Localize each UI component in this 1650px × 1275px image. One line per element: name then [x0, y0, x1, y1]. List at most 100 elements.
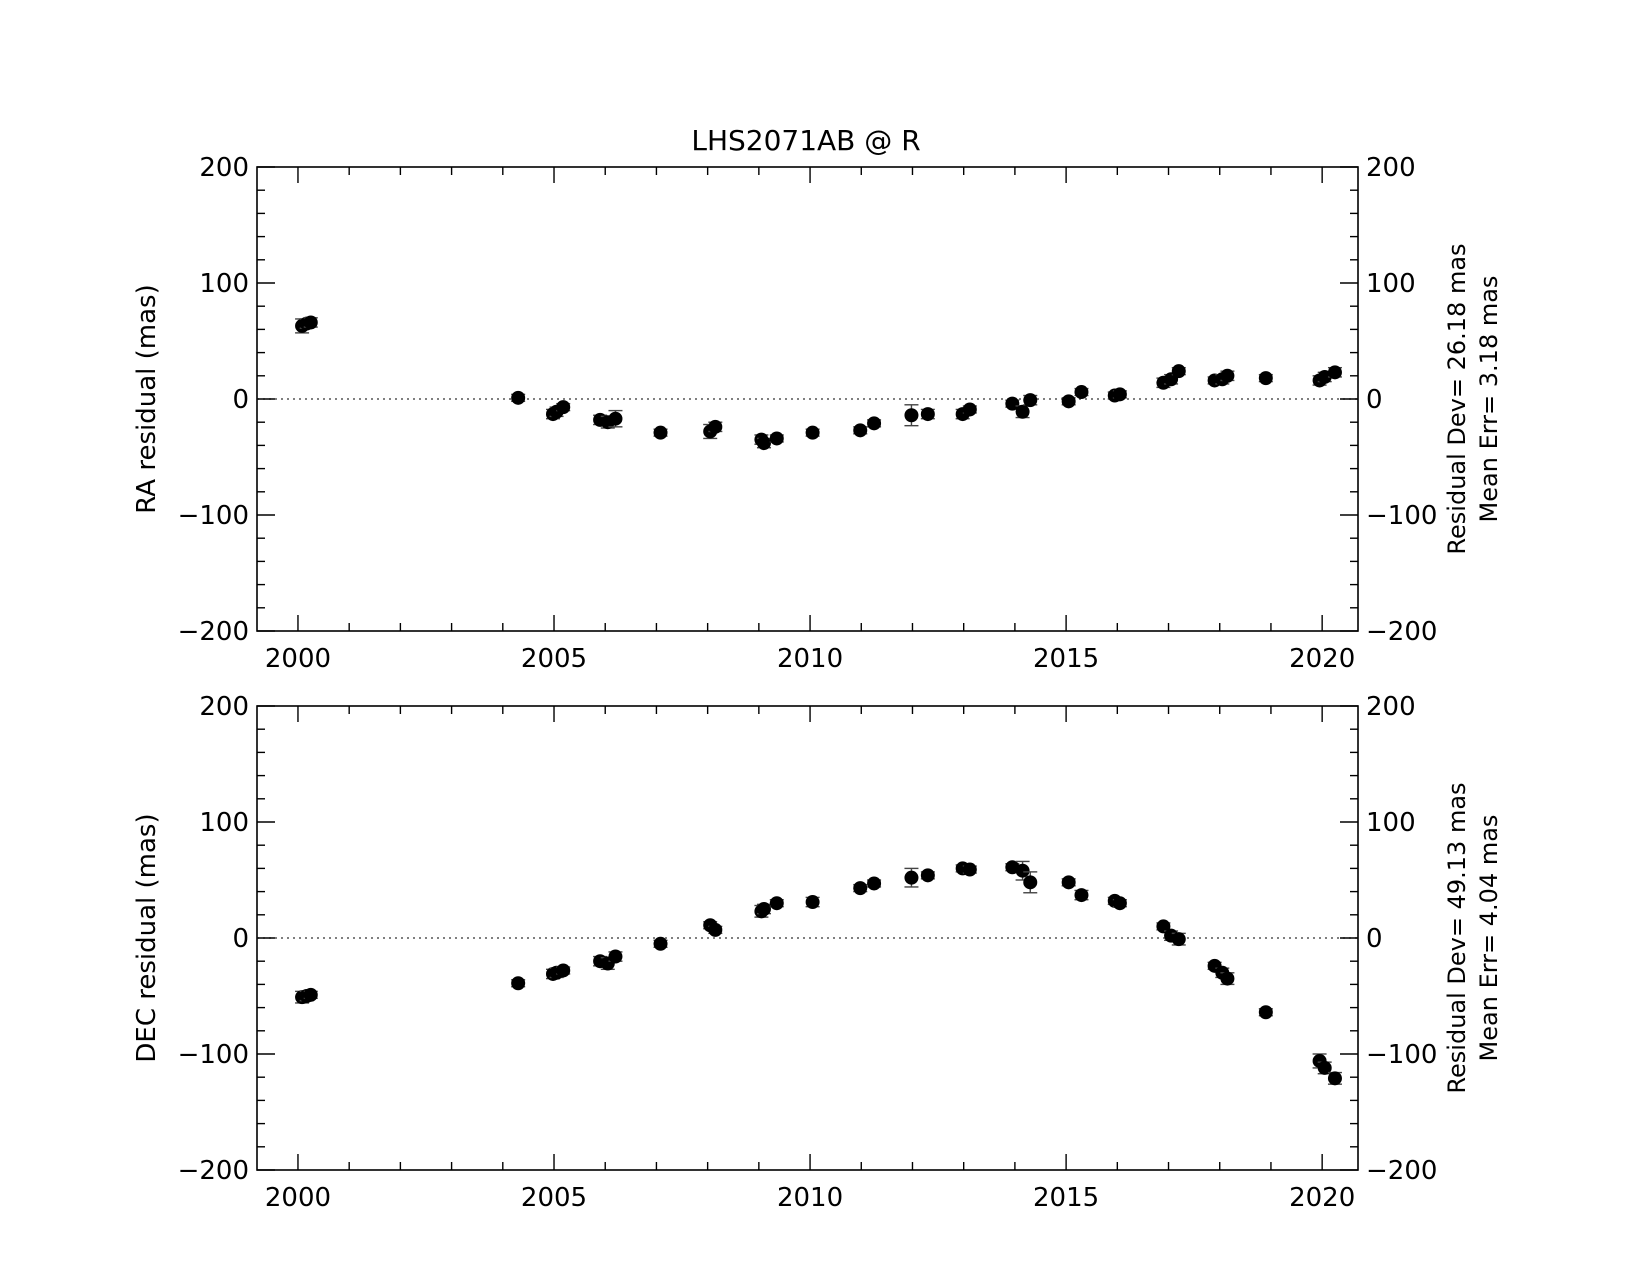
y-tick-label-left: −200 — [178, 617, 249, 647]
data-marker — [920, 407, 935, 422]
x-tick-label: 2020 — [1289, 644, 1355, 674]
data-point — [1023, 393, 1038, 408]
data-point — [1015, 860, 1030, 881]
data-marker — [511, 390, 526, 405]
data-point — [769, 896, 784, 911]
residual-stats: Residual Dev= 26.18 mas Mean Err= 3.18 ma… — [1443, 243, 1503, 554]
data-marker — [1015, 404, 1030, 419]
data-marker — [756, 902, 771, 916]
data-point — [1061, 394, 1076, 409]
x-tick-label: 2000 — [265, 1183, 331, 1213]
x-tick-label: 2005 — [521, 1183, 587, 1213]
y-tick-label-left: −100 — [178, 501, 249, 531]
stats-line: Mean Err= 4.04 mas — [1475, 815, 1503, 1062]
data-marker — [556, 400, 571, 415]
data-marker — [1005, 396, 1020, 411]
data-marker — [511, 976, 526, 991]
data-marker — [653, 425, 668, 440]
data-point — [303, 987, 318, 1002]
data-marker — [653, 936, 668, 951]
data-point — [1327, 365, 1342, 380]
y-tick-label-left: 0 — [232, 924, 249, 954]
data-marker — [769, 896, 784, 911]
x-tick-label: 2005 — [521, 644, 587, 674]
data-point — [608, 409, 623, 428]
y-tick-label-left: 100 — [199, 808, 249, 838]
data-marker — [1015, 863, 1030, 878]
data-point — [867, 876, 882, 891]
data-point — [867, 416, 882, 431]
data-marker — [853, 881, 868, 896]
y-tick-label-left: 200 — [199, 692, 249, 722]
data-point — [853, 881, 868, 896]
x-tick-label: 2010 — [777, 1183, 843, 1213]
data-marker — [904, 408, 919, 423]
data-marker — [853, 423, 868, 438]
x-tick-label: 2000 — [265, 644, 331, 674]
data-point — [904, 404, 919, 427]
y-tick-label-left: 0 — [232, 385, 249, 415]
data-point — [608, 949, 623, 964]
data-point — [556, 963, 571, 978]
data-marker — [962, 862, 977, 877]
data-marker — [303, 987, 318, 1002]
data-marker — [1112, 896, 1127, 911]
data-point — [1327, 1071, 1342, 1086]
data-marker — [1074, 888, 1089, 903]
data-point — [1074, 385, 1089, 400]
data-point — [920, 868, 935, 883]
data-marker — [769, 431, 784, 446]
data-point — [511, 390, 526, 405]
data-marker — [1327, 1071, 1342, 1086]
x-tick-label: 2010 — [777, 644, 843, 674]
x-tick-label: 2015 — [1033, 1183, 1099, 1213]
data-marker — [608, 949, 623, 964]
data-point — [1258, 1005, 1273, 1020]
y-tick-label-right: 100 — [1366, 808, 1416, 838]
data-marker — [1220, 368, 1235, 383]
data-marker — [867, 876, 882, 891]
data-point — [1074, 888, 1089, 903]
y-tick-label-left: −100 — [178, 1040, 249, 1070]
data-point — [756, 902, 771, 916]
data-point — [904, 867, 919, 888]
data-marker — [1317, 1060, 1332, 1075]
data-point — [920, 407, 935, 422]
x-tick-label: 2015 — [1033, 644, 1099, 674]
data-point — [756, 436, 771, 451]
data-marker — [708, 419, 723, 434]
x-tick-label: 2020 — [1289, 1183, 1355, 1213]
y-tick-label-right: 0 — [1366, 924, 1383, 954]
data-marker — [1112, 387, 1127, 402]
data-point — [708, 922, 723, 937]
data-marker — [1156, 919, 1171, 934]
data-marker — [1061, 394, 1076, 409]
plot-frame — [256, 705, 1359, 1171]
data-point — [511, 976, 526, 991]
dec-residual-panel: 2000 2005 2010 2015 2020 −200 −200 −100 −100 0 0 10… — [132, 692, 1503, 1213]
data-point — [1005, 396, 1020, 411]
stats-line: Residual Dev= 49.13 mas — [1443, 782, 1471, 1093]
data-marker — [805, 425, 820, 440]
data-point — [805, 425, 820, 440]
y-tick-label-right: −200 — [1366, 617, 1437, 647]
y-tick-label-right: 0 — [1366, 385, 1383, 415]
data-point — [1061, 875, 1076, 890]
data-point — [962, 402, 977, 417]
y-tick-label-left: −200 — [178, 1156, 249, 1186]
stats-line: Residual Dev= 26.18 mas — [1443, 243, 1471, 554]
residual-stats: Residual Dev= 49.13 mas Mean Err= 4.04 ma… — [1443, 782, 1503, 1093]
data-point — [1112, 896, 1127, 911]
data-marker — [805, 895, 820, 910]
data-marker — [867, 416, 882, 431]
y-axis-label: DEC residual (mas) — [132, 813, 162, 1062]
data-point — [1317, 1060, 1332, 1075]
plot-frame — [256, 166, 1359, 632]
data-point — [1023, 871, 1038, 894]
data-marker — [1023, 393, 1038, 408]
data-marker — [1061, 875, 1076, 890]
data-point — [303, 315, 318, 330]
data-point — [1220, 368, 1235, 383]
y-tick-label-left: 100 — [199, 269, 249, 299]
